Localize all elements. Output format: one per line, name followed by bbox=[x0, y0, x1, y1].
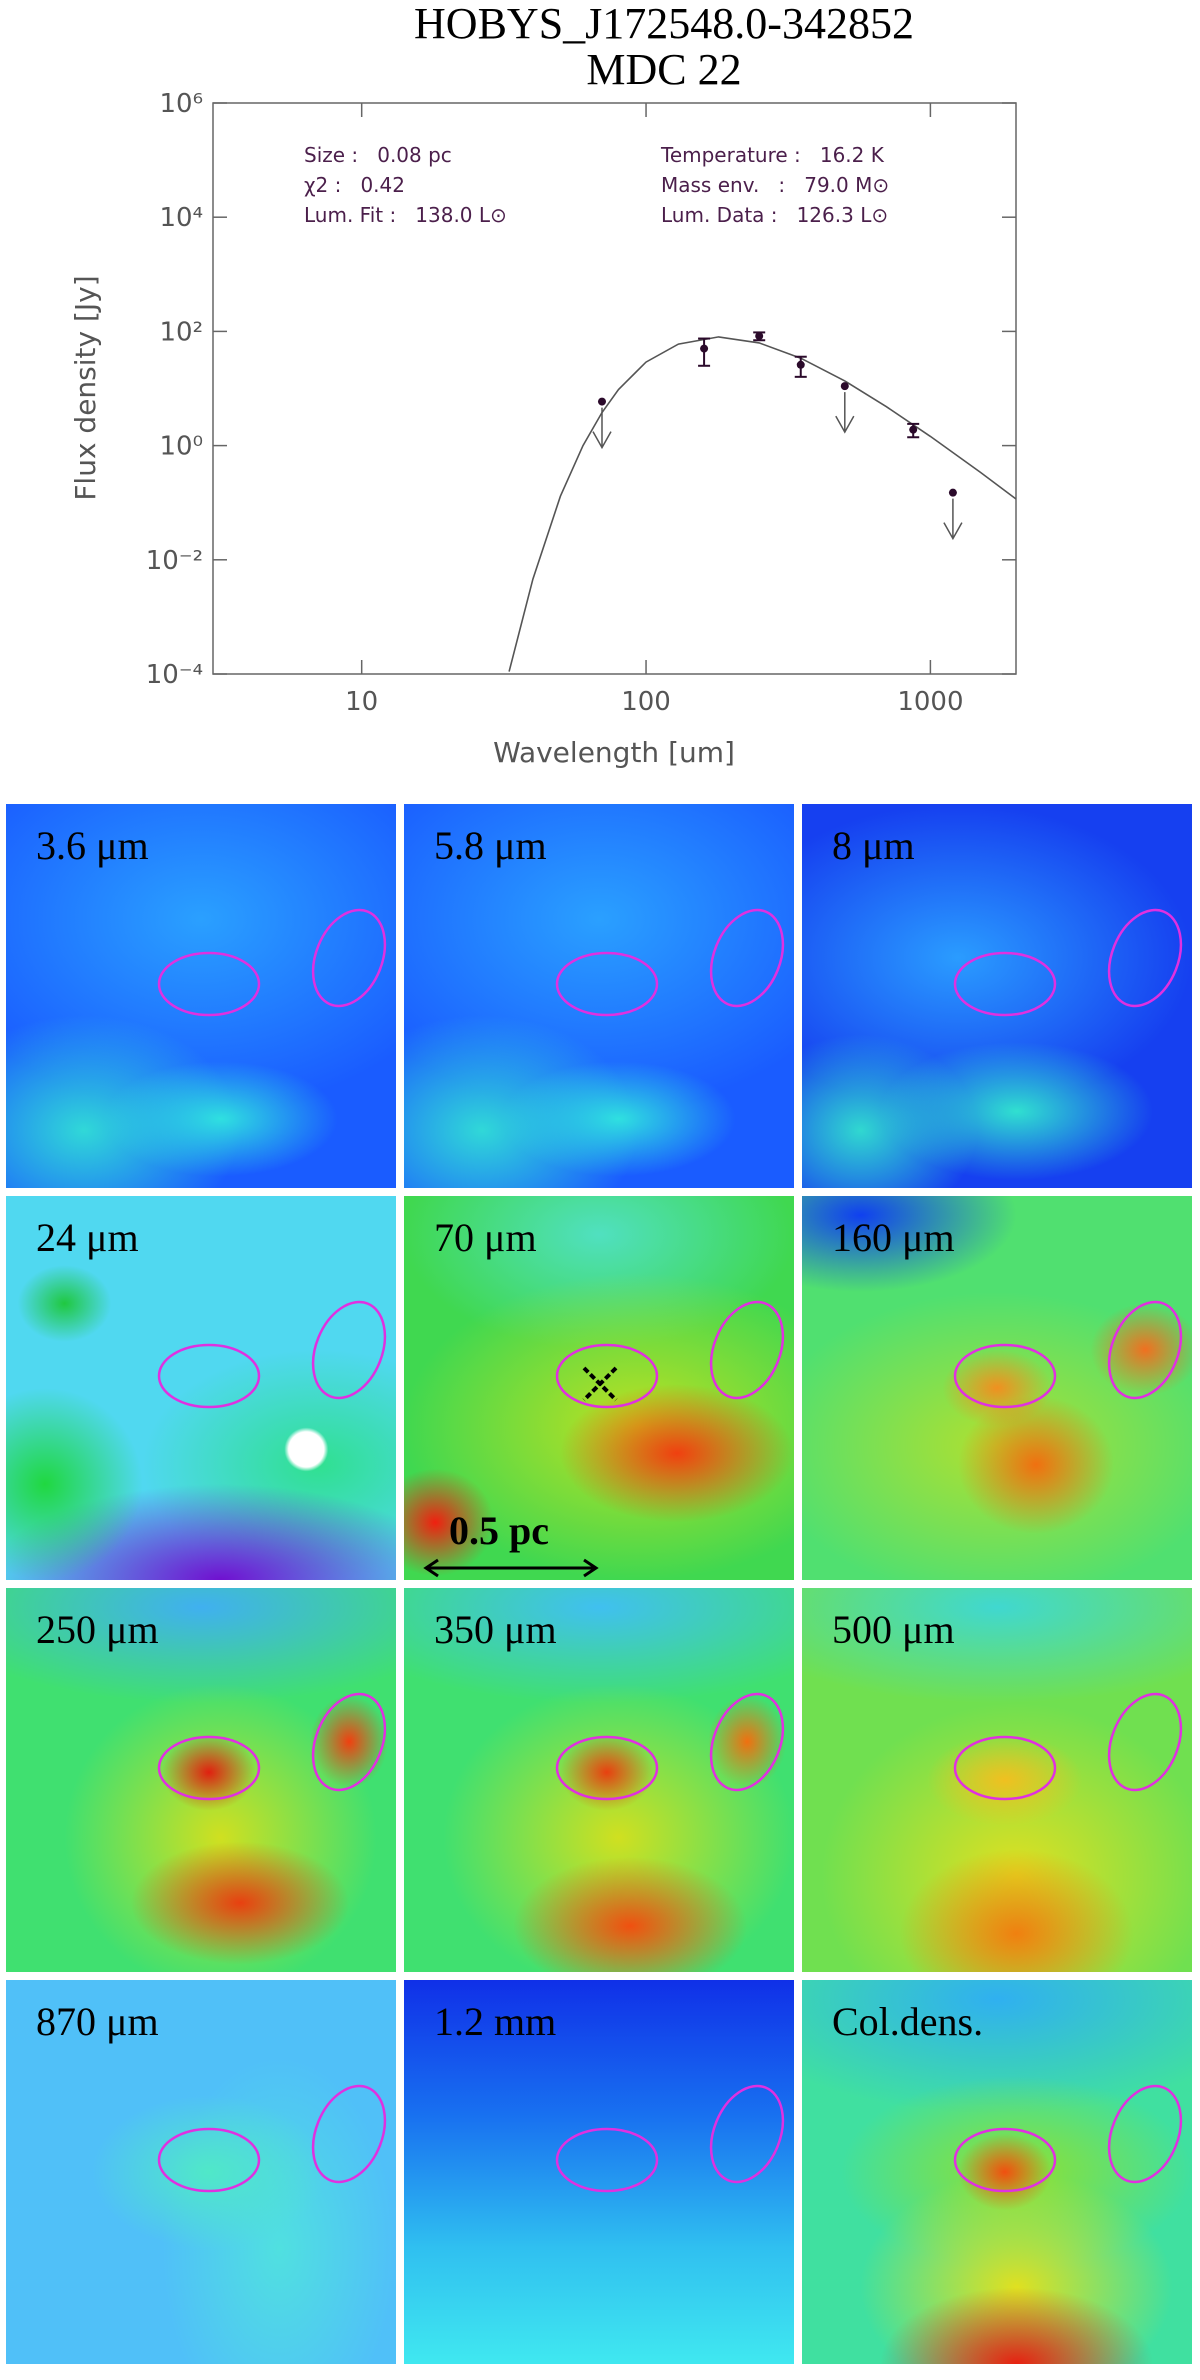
image-panel: 250 μm bbox=[6, 1588, 396, 1972]
source-ellipse bbox=[555, 2127, 659, 2193]
upper-limit-arrow bbox=[835, 392, 855, 434]
image-panel: 8 μm bbox=[802, 804, 1192, 1188]
panel-label: 870 μm bbox=[36, 1999, 159, 2044]
source-ellipse bbox=[311, 2084, 387, 2184]
x-tick-label: 100 bbox=[621, 687, 671, 717]
scale-arrow bbox=[423, 1558, 599, 1578]
source-ellipse bbox=[1107, 1300, 1183, 1400]
annotation: Lum. Data : 126.3 L⊙ bbox=[661, 203, 888, 227]
error-bar bbox=[907, 422, 920, 439]
panel-label: 24 μm bbox=[36, 1215, 139, 1260]
source-ellipse bbox=[311, 908, 387, 1008]
panel-label: 250 μm bbox=[36, 1607, 159, 1652]
upper-limit-arrow bbox=[943, 498, 963, 541]
data-point bbox=[948, 488, 957, 497]
image-panel: 500 μm bbox=[802, 1588, 1192, 1972]
panel-overlay bbox=[157, 2084, 387, 2193]
source-ellipse bbox=[953, 951, 1057, 1017]
panel-overlay bbox=[555, 908, 785, 1017]
panel-overlay: 0.5 pc bbox=[423, 1300, 785, 1578]
source-ellipse bbox=[157, 2127, 261, 2193]
scale-bar-label: 0.5 pc bbox=[449, 1508, 549, 1553]
source-ellipse bbox=[157, 1735, 261, 1801]
panel-overlay bbox=[157, 1692, 387, 1801]
y-tick-label: 10⁻⁴ bbox=[146, 660, 203, 690]
source-ellipse bbox=[1107, 908, 1183, 1008]
source-ellipse bbox=[555, 1343, 659, 1409]
panel-label: 160 μm bbox=[832, 1215, 955, 1260]
panel-label: 500 μm bbox=[832, 1607, 955, 1652]
source-ellipse bbox=[953, 2127, 1057, 2193]
y-tick-label: 10² bbox=[159, 317, 203, 347]
panel-label: 350 μm bbox=[434, 1607, 557, 1652]
panel-label: 8 μm bbox=[832, 823, 915, 868]
panel-label: 3.6 μm bbox=[36, 823, 149, 868]
source-ellipse bbox=[311, 1692, 387, 1792]
source-ellipse bbox=[157, 1343, 261, 1409]
data-point bbox=[840, 382, 849, 391]
annotation: χ2 : 0.42 bbox=[304, 173, 405, 197]
upper-limit-arrow bbox=[592, 407, 612, 450]
annotation: Mass env. : 79.0 M⊙ bbox=[661, 173, 889, 197]
source-ellipse bbox=[709, 1692, 785, 1792]
image-panel: 1.2 mm bbox=[404, 1980, 794, 2364]
y-axis-label: Flux density [Jy] bbox=[69, 275, 102, 500]
panel-overlay bbox=[953, 1692, 1183, 1801]
image-panel: 0.5 pc 70 μm bbox=[404, 1196, 794, 1580]
chart-title: HOBYS_J172548.0-342852 bbox=[414, 0, 914, 48]
panel-overlay bbox=[157, 1300, 387, 1409]
image-panel: 24 μm bbox=[6, 1196, 396, 1580]
y-tick-label: 10⁴ bbox=[159, 203, 203, 233]
panel-label: Col.dens. bbox=[832, 1999, 984, 2044]
chart-subtitle: MDC 22 bbox=[586, 45, 741, 94]
image-panel: Col.dens. bbox=[802, 1980, 1192, 2364]
annotation: Lum. Fit : 138.0 L⊙ bbox=[304, 203, 507, 227]
source-ellipse bbox=[311, 1300, 387, 1400]
source-ellipse bbox=[953, 1343, 1057, 1409]
annotation: Temperature : 16.2 K bbox=[660, 143, 885, 167]
source-ellipse bbox=[555, 1735, 659, 1801]
data-point bbox=[597, 397, 606, 406]
source-ellipse bbox=[1107, 2084, 1183, 2184]
panel-label: 5.8 μm bbox=[434, 823, 547, 868]
image-panel: 870 μm bbox=[6, 1980, 396, 2364]
y-tick-label: 10⁶ bbox=[159, 89, 203, 119]
x-tick-label: 1000 bbox=[897, 687, 963, 717]
plot-frame bbox=[212, 102, 1017, 675]
panel-overlay bbox=[953, 2084, 1183, 2193]
x-tick-label: 10 bbox=[345, 687, 378, 717]
panel-overlay bbox=[953, 908, 1183, 1017]
panel-overlay bbox=[157, 908, 387, 1017]
source-ellipse bbox=[709, 908, 785, 1008]
image-panel: 5.8 μm bbox=[404, 804, 794, 1188]
y-tick-label: 10⁻² bbox=[146, 546, 203, 576]
panel-label: 1.2 mm bbox=[434, 1999, 557, 2044]
image-panel: 160 μm bbox=[802, 1196, 1192, 1580]
source-ellipse bbox=[555, 951, 659, 1017]
y-tick-label: 10⁰ bbox=[159, 432, 203, 462]
annotation: Size : 0.08 pc bbox=[304, 143, 452, 167]
fit-curve bbox=[508, 336, 1016, 672]
panel-overlay bbox=[555, 1692, 785, 1801]
panel-overlay bbox=[555, 2084, 785, 2193]
source-ellipse bbox=[709, 2084, 785, 2184]
panel-overlay bbox=[953, 1300, 1183, 1409]
panel-label: 70 μm bbox=[434, 1215, 537, 1260]
image-panel: 350 μm bbox=[404, 1588, 794, 1972]
source-ellipse bbox=[709, 1300, 785, 1400]
error-bar bbox=[698, 337, 711, 367]
error-bar bbox=[794, 355, 807, 378]
source-ellipse bbox=[157, 951, 261, 1017]
source-ellipse bbox=[1107, 1692, 1183, 1792]
error-bar bbox=[753, 331, 766, 342]
source-ellipse bbox=[953, 1735, 1057, 1801]
x-axis-label: Wavelength [um] bbox=[493, 736, 735, 769]
image-panel: 3.6 μm bbox=[6, 804, 396, 1188]
peak-cross bbox=[582, 1366, 618, 1402]
sed-chart: HOBYS_J172548.0-342852 MDC 22 Wavelength… bbox=[69, 0, 1017, 769]
